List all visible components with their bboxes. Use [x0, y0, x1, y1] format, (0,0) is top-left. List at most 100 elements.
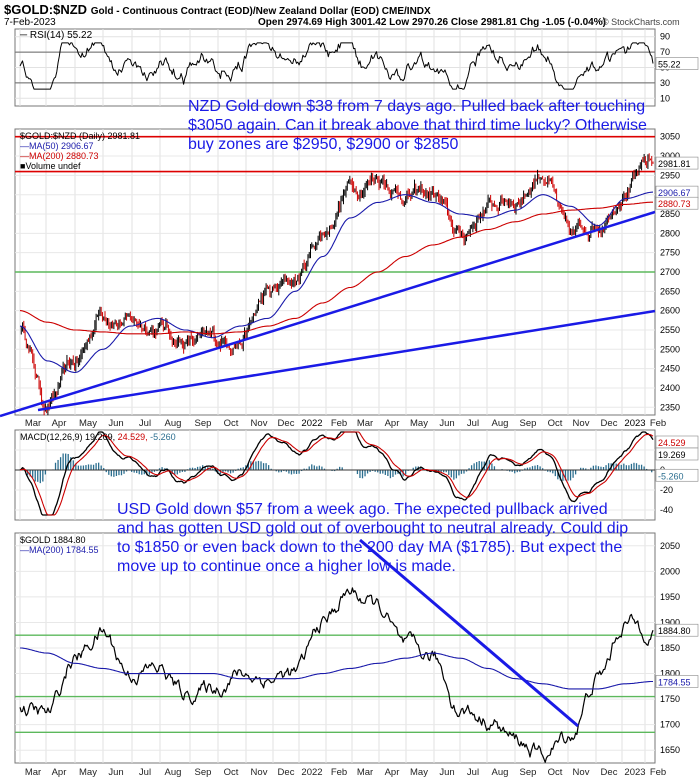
month-label-bottom: Nov	[573, 767, 590, 778]
month-label-top: Dec	[278, 418, 295, 429]
macd-legend-signal: 24.529,	[117, 432, 148, 442]
usd-annotation: USD Gold down $57 from a week ago. The e…	[117, 501, 629, 575]
month-label-bottom: Jun	[108, 767, 123, 778]
nzd-axis-label: 2400	[660, 383, 680, 393]
macd-value-box: 19.269	[658, 450, 686, 460]
usd-axis-label: 1850	[660, 643, 680, 653]
price-series	[15, 42, 655, 763]
month-label-bottom: Jul	[467, 767, 479, 778]
macd-legend-hist: -5.260	[150, 432, 176, 442]
nzd-ma50-line	[19, 191, 654, 374]
month-label-bottom: Sep	[520, 767, 537, 778]
usd-axis-label: 2050	[660, 541, 680, 551]
month-label-bottom: Apr	[52, 767, 67, 778]
macd-legend: MACD(12,26,9) 19.269, 24.529, -5.260	[20, 432, 176, 442]
month-label-bottom: Nov	[251, 767, 268, 778]
symbol-description: Gold - Continuous Contract (EOD)/New Zea…	[90, 6, 431, 17]
usd-ma200-box-bg	[655, 675, 699, 688]
macd-legend-macd: 19.269,	[85, 432, 116, 442]
rsi-axis-label: 10	[660, 93, 670, 103]
month-label-top: Oct	[548, 418, 563, 429]
nzd-axis-label: 3050	[660, 132, 680, 142]
nzd-legend-ma200: —MA(200) 2880.73	[20, 151, 99, 161]
nzd-axis-label: 2450	[660, 364, 680, 374]
usd-ma200-line	[20, 647, 653, 690]
month-label-top: Feb	[331, 418, 347, 429]
nzd-price-box-bg	[655, 156, 699, 170]
month-label-top: Jul	[139, 418, 151, 429]
trendline-steep	[0, 210, 656, 418]
nzd-legend-price: $GOLD:$NZD (Daily) 2981.81	[20, 131, 141, 141]
month-label-top: Apr	[52, 418, 67, 429]
month-label-bottom: Dec	[278, 767, 295, 778]
month-label-top: Jun	[108, 418, 123, 429]
rsi-axis-label: 90	[660, 32, 670, 42]
month-label-bottom: Mar	[25, 767, 41, 778]
nzd-ma50-box: 2906.67	[658, 188, 691, 198]
month-label-top: May	[410, 418, 428, 429]
nzd-legend: $GOLD:$NZD (Daily) 2981.81 —MA(50) 2906.…	[20, 131, 140, 171]
month-label-top: Apr	[385, 418, 400, 429]
month-label-top: 2023	[624, 418, 645, 429]
nzd-ma200-box-bg	[655, 196, 699, 210]
macd-hist-box-bg	[655, 468, 699, 482]
nzd-axis-label: 2350	[660, 402, 680, 412]
month-label-bottom: May	[410, 767, 428, 778]
month-label-bottom: Dec	[601, 767, 618, 778]
macd-panel-frame	[14, 429, 656, 521]
month-label-bottom: Mar	[357, 767, 373, 778]
nzd-annotation: NZD Gold down $38 from 7 days ago. Pulle…	[188, 98, 647, 153]
month-label-top: Sep	[195, 418, 212, 429]
month-label-bottom: Feb	[650, 767, 666, 778]
rsi-axis-label: 70	[660, 47, 670, 57]
month-label-bottom: Oct	[548, 767, 563, 778]
nzd-price-box: 2981.81	[658, 159, 691, 169]
month-label-bottom: Jun	[439, 767, 454, 778]
month-label-top: Dec	[601, 418, 618, 429]
nzd-axis-label: 2850	[660, 209, 680, 219]
symbol-title: $GOLD:$NZD Gold - Continuous Contract (E…	[4, 2, 431, 17]
macd-line	[19, 431, 654, 516]
usd-axis-label: 1750	[660, 694, 680, 704]
month-label-bottom: Oct	[224, 767, 239, 778]
month-label-top: May	[79, 418, 97, 429]
usd-legend: $GOLD 1884.80 —MA(200) 1784.55	[20, 535, 99, 555]
rsi-legend-swatch: ─	[20, 30, 28, 41]
month-label-top: Nov	[251, 418, 268, 429]
nzd-axis-label: 2600	[660, 306, 680, 316]
nzd-axis-label: 2800	[660, 228, 680, 238]
usd-legend-ma200: —MA(200) 1784.55	[20, 545, 99, 555]
month-label-top: Aug	[492, 418, 509, 429]
macd-axis-label: -20	[660, 485, 673, 495]
usd-axis-label: 1900	[660, 617, 680, 627]
rsi-value-box: 55.22	[658, 59, 681, 69]
macd-signal-line	[19, 431, 654, 516]
month-label-bottom: Apr	[385, 767, 400, 778]
rsi-legend: ─ RSI(14) 55.22	[20, 30, 93, 41]
ohlc-readout: Open 2974.69 High 3001.42 Low 2970.26 Cl…	[258, 17, 606, 28]
watermark: © StockCharts.com	[602, 17, 680, 27]
nzd-ma200-box: 2880.73	[658, 199, 691, 209]
macd-axis-label: -40	[660, 505, 673, 515]
month-label-top: Nov	[573, 418, 590, 429]
month-label-bottom: Aug	[492, 767, 509, 778]
month-label-top: Jun	[439, 418, 454, 429]
month-label-top: Jul	[467, 418, 479, 429]
month-label-bottom: 2023	[624, 767, 645, 778]
month-label-top: 2022	[301, 418, 322, 429]
month-label-bottom: 2022	[301, 767, 322, 778]
trendlines	[0, 210, 656, 728]
trendline-shallow	[37, 309, 656, 412]
rsi-line	[19, 42, 654, 90]
usd-axis-label: 1650	[660, 745, 680, 755]
month-label-bottom: Feb	[331, 767, 347, 778]
macd-signal-box: 24.529	[658, 438, 686, 448]
axis-labels: Mar Mar Apr Apr May May Jun Jun Jul Jul Aug Aug Sep S…	[25, 32, 699, 778]
trendline-downtrend	[359, 538, 579, 728]
chart-date: 7-Feb-2023	[4, 17, 56, 28]
nzd-axis-label: 2650	[660, 286, 680, 296]
usd-axis-label: 1700	[660, 720, 680, 730]
nzd-legend-ma50: —MA(50) 2906.67	[20, 141, 94, 151]
nzd-axis-label: 2500	[660, 344, 680, 354]
